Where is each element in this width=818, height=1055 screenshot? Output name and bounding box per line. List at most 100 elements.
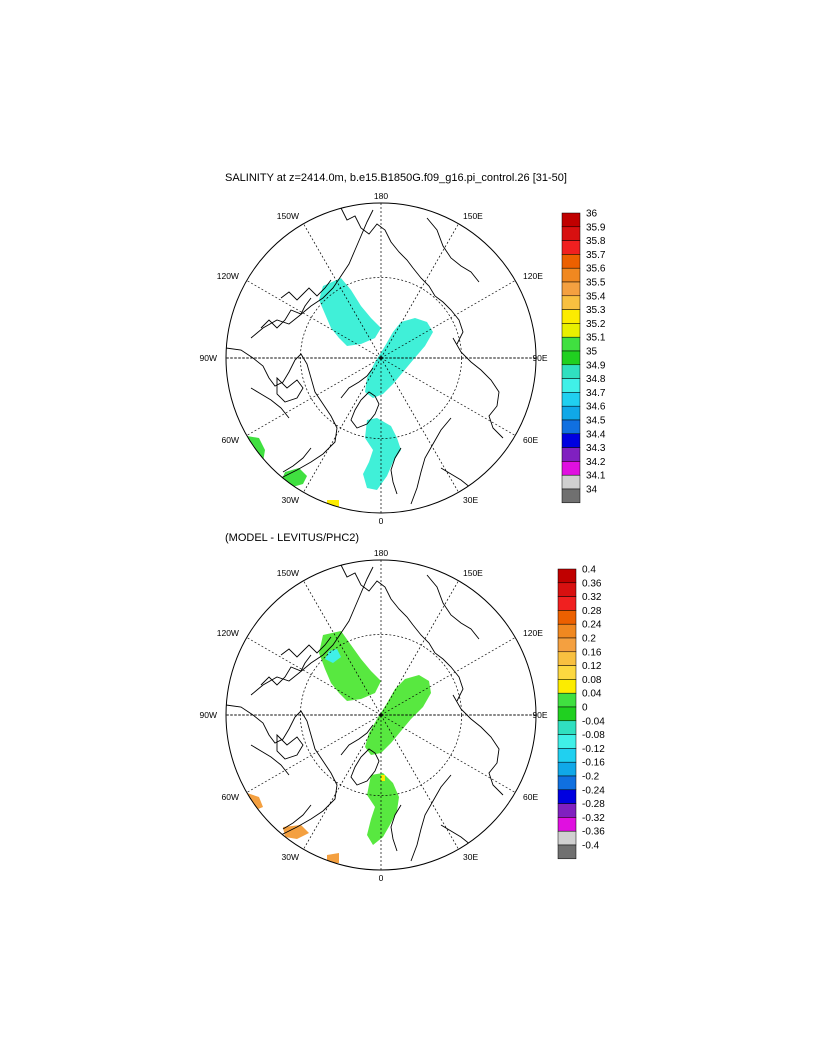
- colorbar-label: -0.08: [582, 730, 605, 741]
- map-title: SALINITY at z=2414.0m, b.e15.B1850G.f09_…: [225, 172, 567, 184]
- graticule: [226, 203, 536, 513]
- colorbar-label: 35.6: [586, 264, 606, 275]
- colorbar-swatch: [557, 775, 577, 791]
- colorbar-label: 0.28: [582, 606, 602, 617]
- colorbar-swatch: [561, 378, 581, 393]
- map-border: [225, 202, 537, 514]
- colorbar-swatch: [561, 392, 581, 407]
- colorbar-swatch: [557, 665, 577, 680]
- colorbar-swatch: [561, 212, 581, 228]
- colorbar-label: -0.28: [582, 799, 605, 810]
- graticule: [226, 560, 536, 870]
- longitude-label: 30W: [282, 495, 299, 505]
- field-region: [325, 649, 341, 663]
- coastline: [280, 636, 332, 658]
- longitude-label: 120E: [523, 271, 543, 281]
- colorbar-swatch: [561, 488, 581, 504]
- coastline: [452, 694, 504, 796]
- colorbar-swatch: [557, 568, 577, 584]
- colorbar-label: 35.7: [586, 250, 606, 261]
- coastline: [340, 367, 374, 399]
- colorbar-label: 34.7: [586, 388, 606, 399]
- coastline: [226, 347, 338, 487]
- colorbar-swatch: [557, 761, 577, 777]
- colorbar-label: -0.2: [582, 772, 600, 783]
- longitude-label: 30E: [463, 495, 478, 505]
- colorbar-swatch: [561, 226, 581, 241]
- colorbar-label: -0.4: [582, 841, 600, 852]
- longitude-label: 150E: [463, 568, 483, 578]
- colorbar-label: 0.04: [582, 689, 602, 700]
- colorbar-swatch: [557, 596, 577, 611]
- longitude-label: 180: [374, 548, 388, 558]
- coastline: [350, 391, 380, 429]
- colorbar-swatch: [561, 364, 581, 379]
- colorbar-label: -0.16: [582, 758, 605, 769]
- colorbar-label: 0.36: [582, 578, 602, 589]
- colorbar-label: 36: [586, 209, 598, 220]
- colorbar-label: 35.5: [586, 278, 606, 289]
- longitude-label: 90W: [200, 710, 217, 720]
- meridian-line: [380, 580, 459, 716]
- colorbar-label: 0.08: [582, 675, 602, 686]
- coastline: [452, 337, 504, 439]
- colorbar-swatch: [561, 474, 581, 490]
- field-region: [319, 278, 381, 346]
- colorbar-swatch: [557, 582, 577, 597]
- colorbar-swatch: [557, 623, 577, 639]
- meridian-line: [380, 714, 516, 793]
- map-border: [225, 559, 537, 871]
- colorbar-swatch: [561, 309, 581, 324]
- colorbar-label: -0.32: [582, 813, 605, 824]
- meridian-line: [303, 357, 382, 493]
- coastline: [426, 574, 480, 640]
- colorbar-label: 0.24: [582, 620, 602, 631]
- meridian-line: [380, 357, 516, 436]
- meridian-line: [380, 357, 459, 493]
- colorbar-swatch: [561, 447, 581, 462]
- colorbar-swatch: [557, 610, 577, 625]
- longitude-label: 60W: [221, 435, 238, 445]
- colorbar-label: 35.3: [586, 305, 606, 316]
- longitude-label: 60E: [523, 435, 538, 445]
- longitude-label: 150W: [277, 568, 299, 578]
- colorbar-label: 35.4: [586, 291, 606, 302]
- meridian-line: [380, 714, 459, 850]
- colorbar-swatch: [557, 844, 577, 860]
- meridian-line: [380, 223, 459, 359]
- coastline: [426, 217, 480, 283]
- longitude-label: 30E: [463, 852, 478, 862]
- colorbar-label: 0.32: [582, 592, 602, 603]
- coastline: [280, 279, 332, 301]
- colorbar-swatch: [557, 803, 577, 818]
- longitude-label: 0: [379, 516, 384, 526]
- coastline-layer: [226, 564, 504, 862]
- colorbar-label: 0.12: [582, 661, 602, 672]
- coastline: [340, 564, 414, 626]
- colorbar-label: 0: [582, 703, 588, 714]
- field-region: [367, 773, 399, 845]
- coastline: [390, 804, 402, 852]
- colorbar-label: 35.2: [586, 319, 606, 330]
- colorbar-label: -0.12: [582, 744, 605, 755]
- colorbar-label: 34.3: [586, 443, 606, 454]
- colorbar-label: -0.36: [582, 827, 605, 838]
- colorbar-label: 34.1: [586, 471, 606, 482]
- coastline: [276, 733, 304, 760]
- longitude-label: 60W: [221, 792, 238, 802]
- colorbar-label: 0.4: [582, 565, 596, 576]
- coastline: [250, 209, 374, 339]
- colorbar-label: 34.5: [586, 416, 606, 427]
- colorbar-swatch: [561, 254, 581, 269]
- field-region: [319, 631, 381, 701]
- polar-map-salinity: 180 150E 120E 90E 60E 30E 0 30W 60W 90W 120W 150W: [200, 191, 548, 526]
- meridian-line: [246, 714, 382, 793]
- colorbar-label: 34.2: [586, 457, 606, 468]
- field-region: [381, 775, 385, 781]
- colorbar-swatch: [557, 720, 577, 735]
- coastline: [340, 724, 374, 756]
- longitude-label: 90E: [532, 710, 547, 720]
- longitude-label: 120W: [217, 628, 239, 638]
- colorbar-label: 34.4: [586, 429, 606, 440]
